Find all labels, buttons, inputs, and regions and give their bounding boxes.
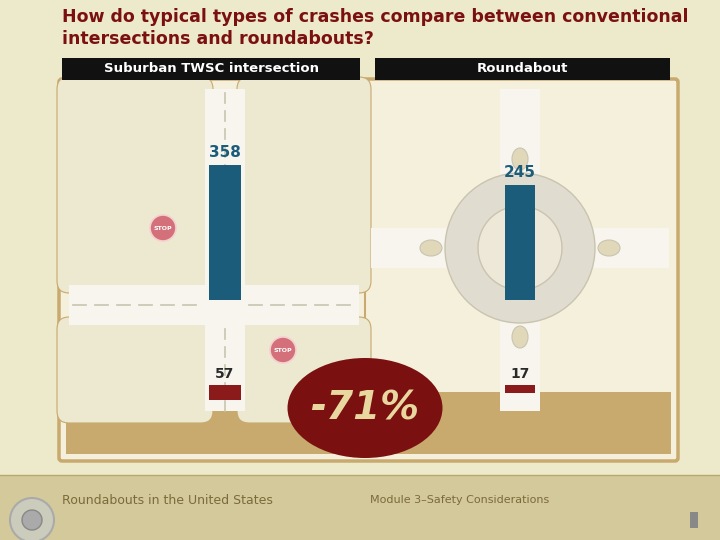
Text: 57: 57 [215,367,235,381]
FancyBboxPatch shape [57,77,213,293]
Ellipse shape [598,240,620,256]
Bar [500,285,540,411]
Text: intersections and roundabouts?: intersections and roundabouts? [62,30,374,48]
Bar [505,385,535,393]
Text: -71%: -71% [310,389,420,427]
Ellipse shape [287,358,443,458]
Text: 358: 358 [209,145,241,160]
Circle shape [22,510,42,530]
Bar [505,185,535,300]
Text: Module 3–Safety Considerations: Module 3–Safety Considerations [370,495,549,505]
Bar [590,228,669,268]
Circle shape [150,215,176,241]
Text: How do typical types of crashes compare between conventional: How do typical types of crashes compare … [62,8,688,26]
FancyBboxPatch shape [59,79,678,461]
Ellipse shape [512,326,528,348]
Bar [209,385,241,400]
Bar [0,475,720,540]
Text: Suburban TWSC intersection: Suburban TWSC intersection [104,63,318,76]
Bar [375,58,670,80]
Circle shape [10,498,54,540]
Circle shape [270,337,296,363]
Ellipse shape [420,240,442,256]
Text: Roundabouts in the United States: Roundabouts in the United States [62,494,273,507]
Bar [69,285,359,325]
Bar [209,165,241,300]
Bar [205,89,245,411]
Bar [500,89,540,211]
Text: 245: 245 [504,165,536,180]
Text: STOP: STOP [153,226,172,231]
FancyBboxPatch shape [237,77,371,293]
FancyBboxPatch shape [237,317,371,423]
Bar [371,228,450,268]
Circle shape [445,173,595,323]
FancyBboxPatch shape [57,317,213,423]
Text: STOP: STOP [274,348,292,353]
Bar [62,58,360,80]
Text: 17: 17 [510,367,530,381]
Ellipse shape [512,148,528,170]
Circle shape [478,206,562,290]
Text: Roundabout: Roundabout [477,63,567,76]
Bar [66,392,671,454]
Bar [690,512,698,528]
